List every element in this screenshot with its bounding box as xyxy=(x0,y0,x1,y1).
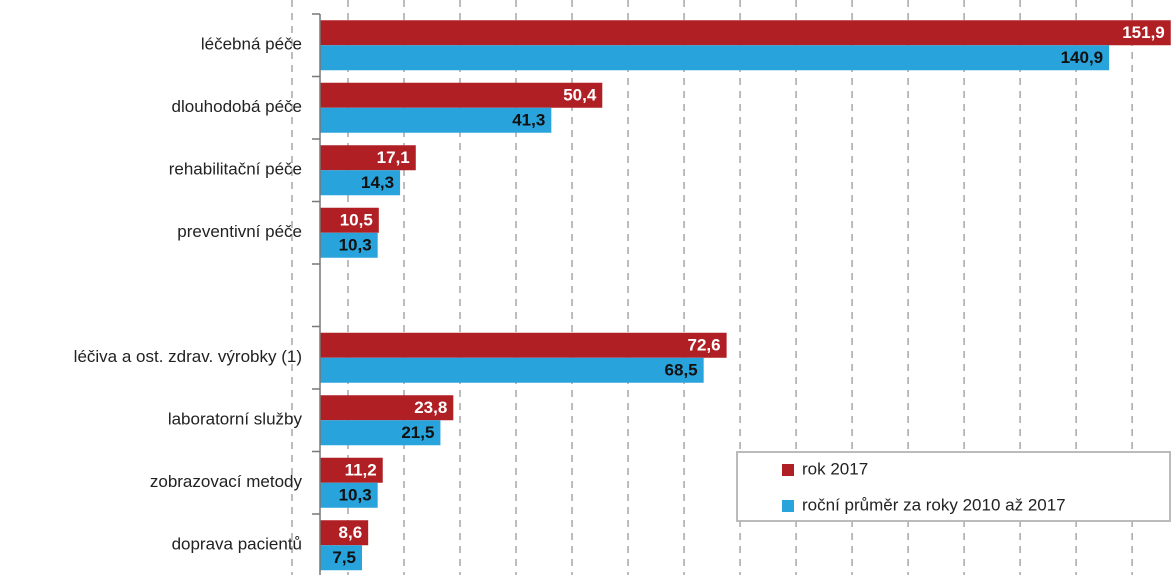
y-tick-label: zobrazovací metody xyxy=(150,472,303,491)
y-tick-label: dlouhodobá péče xyxy=(172,97,302,116)
value-label: 11,2 xyxy=(345,461,377,480)
bar xyxy=(320,107,552,133)
value-label: 8,6 xyxy=(339,523,363,542)
value-label: 68,5 xyxy=(665,361,698,380)
bar xyxy=(320,357,704,383)
bar xyxy=(320,82,603,108)
value-label: 23,8 xyxy=(414,398,447,417)
bar xyxy=(320,332,727,358)
bar xyxy=(320,45,1110,71)
legend-swatch xyxy=(782,464,794,476)
bar xyxy=(320,395,454,421)
value-label: 50,4 xyxy=(563,86,597,105)
y-tick-label: rehabilitační péče xyxy=(169,160,302,179)
y-tick-label: preventivní péče xyxy=(177,222,302,241)
value-label: 41,3 xyxy=(512,111,545,130)
y-tick-label: léčebná péče xyxy=(201,35,302,54)
bar xyxy=(320,457,383,483)
value-label: 151,9 xyxy=(1122,23,1165,42)
value-label: 21,5 xyxy=(401,423,434,442)
bar xyxy=(320,170,401,196)
bar xyxy=(320,207,379,233)
legend-swatch xyxy=(782,500,794,512)
value-label: 7,5 xyxy=(332,548,356,567)
bar xyxy=(320,545,363,571)
value-label: 10,5 xyxy=(340,211,373,230)
bar xyxy=(320,520,369,546)
bar xyxy=(320,145,416,171)
value-label: 10,3 xyxy=(339,236,372,255)
bar xyxy=(320,232,378,258)
y-tick-label: doprava pacientů xyxy=(172,535,302,554)
y-tick-label: léčiva a ost. zdrav. výrobky (1) xyxy=(74,347,302,366)
legend-label: roční průměr za roky 2010 až 2017 xyxy=(802,495,1066,514)
bar xyxy=(320,420,441,446)
bar xyxy=(320,482,378,508)
value-label: 17,1 xyxy=(377,148,410,167)
value-label: 14,3 xyxy=(361,173,394,192)
value-label: 72,6 xyxy=(688,336,721,355)
bar xyxy=(320,20,1171,46)
value-label: 140,9 xyxy=(1061,48,1104,67)
legend-box xyxy=(736,451,1171,522)
legend-label: rok 2017 xyxy=(802,459,868,478)
y-tick-label: laboratorní služby xyxy=(168,410,303,429)
value-label: 10,3 xyxy=(339,486,372,505)
